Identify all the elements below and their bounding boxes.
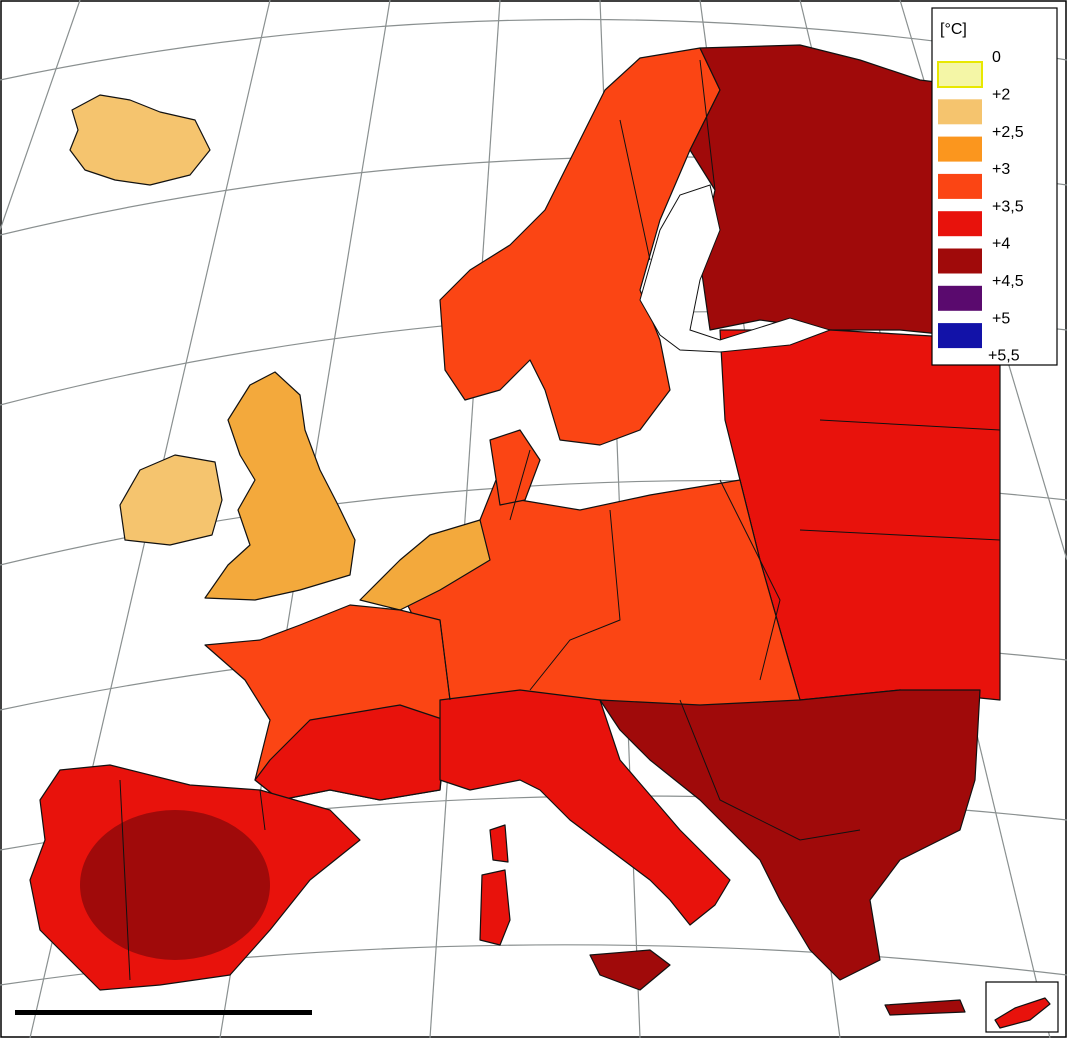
legend-label: +4,5 [992,273,1024,290]
great-britain [204,371,356,601]
legend-swatch [938,136,982,162]
scandinavia [439,47,721,446]
iberia-interior [80,810,270,960]
denmark [489,429,541,506]
legend-swatch [938,248,982,274]
ireland [119,454,223,546]
legend: [°C] 0 +2 +2,5 +3 +3,5 +4 +4,5 +5 +5,5 [931,7,1058,366]
legend-label: +2 [992,87,1010,104]
scale-bar [15,1010,312,1015]
legend-label: +3,5 [992,198,1024,215]
legend-title: [°C] [940,21,967,38]
legend-swatch [938,99,982,125]
baltic-gulfs [639,184,832,353]
alps-italy [439,689,731,926]
legend-label: +3 [992,161,1010,178]
low-countries [359,519,491,611]
sicily [589,949,671,991]
sardinia [479,869,511,946]
legend-swatch [938,211,982,237]
borders [119,59,1001,981]
crete [884,999,966,1016]
legend-swatch [937,61,983,88]
cyprus [994,997,1051,1029]
legend-swatch [938,173,982,199]
legend-swatch [938,323,982,349]
legend-swatch [938,285,982,311]
legend-label: +5 [992,310,1010,327]
legend-label: +2,5 [992,124,1024,141]
legend-label: +4 [992,236,1010,253]
france-south [254,704,446,801]
iceland [69,94,211,186]
corsica [489,824,509,863]
legend-label: 0 [992,49,1001,66]
legend-label: +5,5 [988,348,1020,365]
landmass [29,44,1001,1016]
